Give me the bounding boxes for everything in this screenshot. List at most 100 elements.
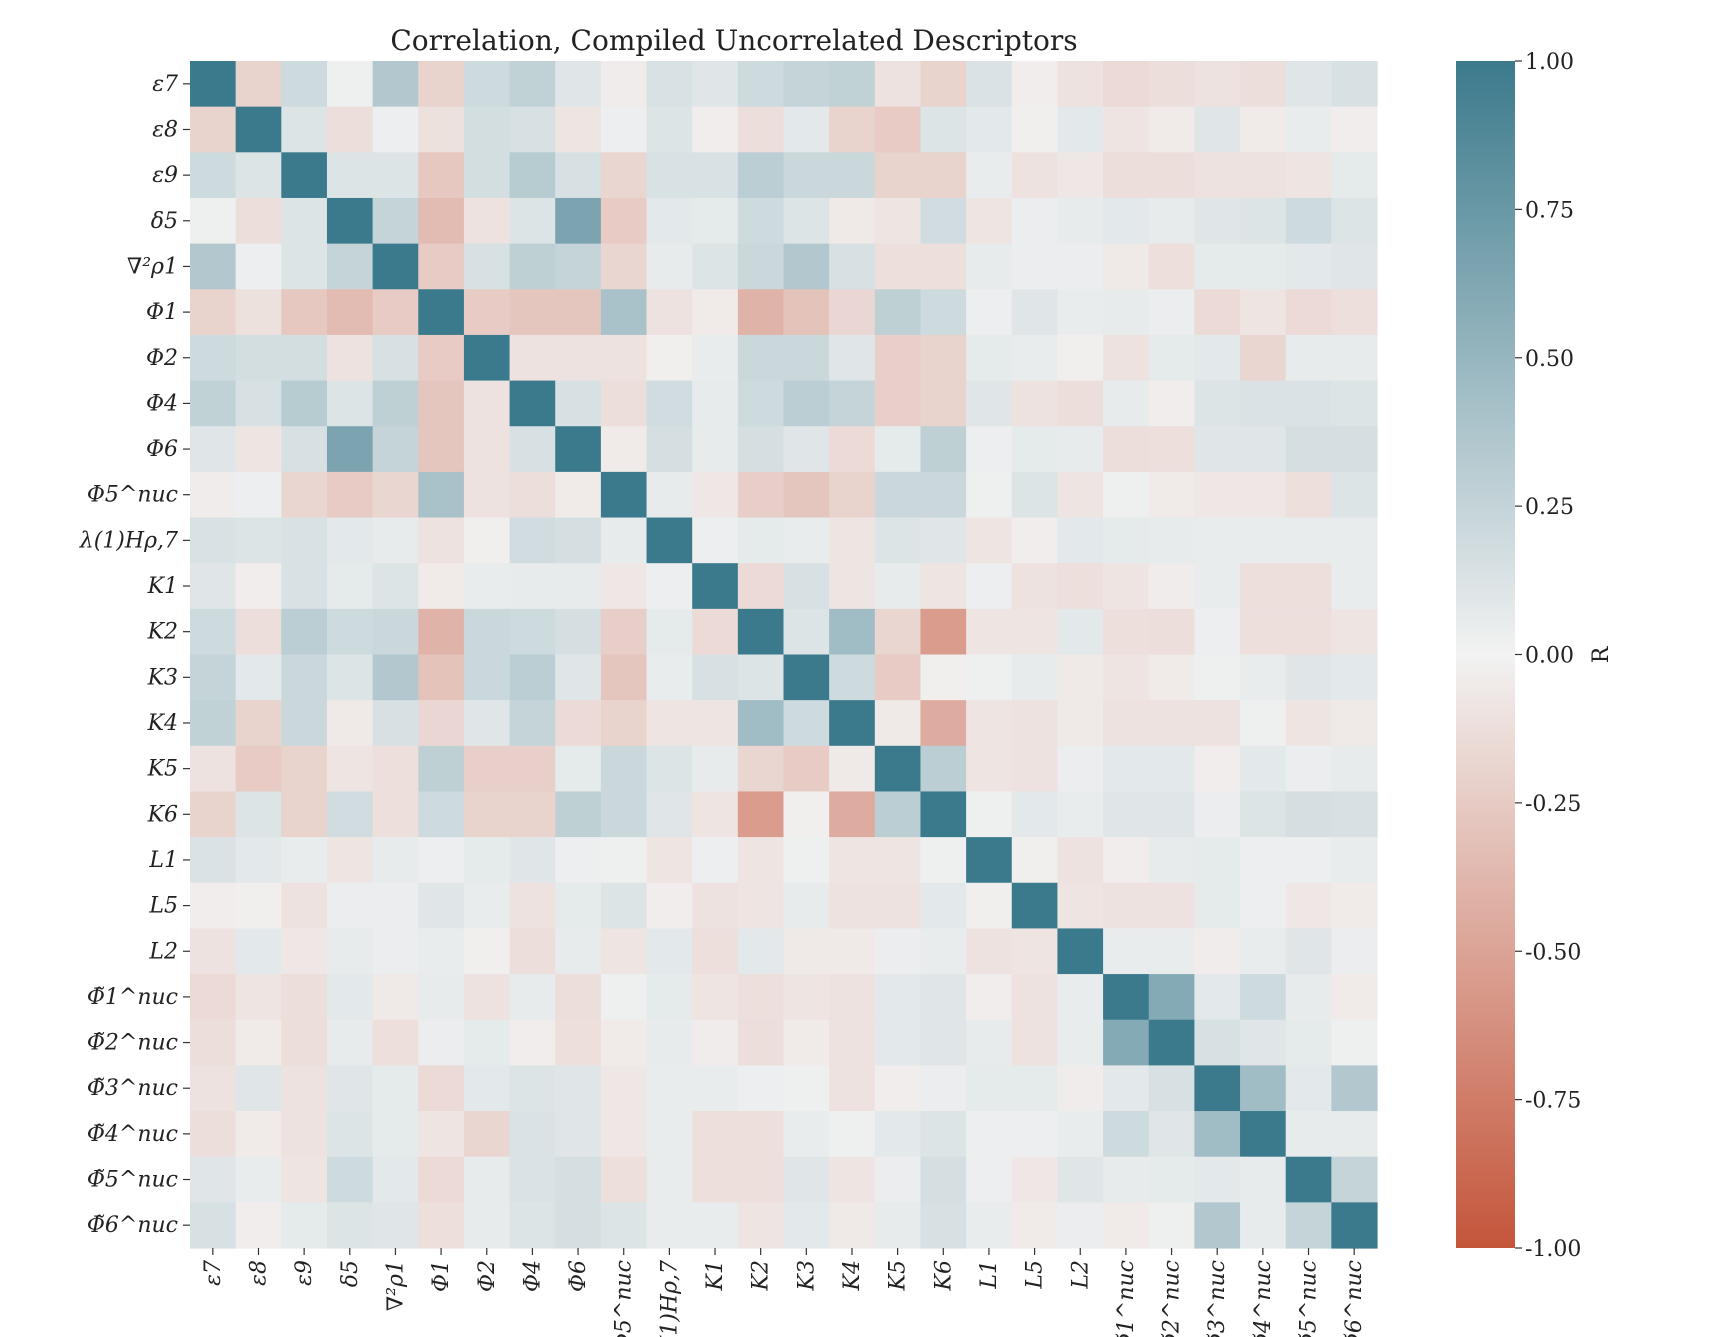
heatmap-cell: [1057, 1202, 1104, 1249]
heatmap-cell: [1011, 654, 1059, 701]
heatmap-cell: [1057, 974, 1104, 1021]
heatmap-cell: [418, 974, 465, 1021]
heatmap-cell: [1194, 654, 1241, 701]
heatmap-cell: [646, 426, 693, 473]
heatmap-cell: [418, 471, 465, 519]
heatmap-cell: [190, 289, 237, 336]
column-tick-label: ε8: [246, 1260, 271, 1286]
heatmap-cell: [1194, 197, 1241, 245]
heatmap-cell: [1331, 289, 1378, 336]
heatmap-cell: [829, 289, 876, 336]
heatmap-cell: [783, 61, 830, 108]
heatmap-cell: [920, 745, 967, 793]
heatmap-cell: [1285, 608, 1332, 656]
heatmap-cell: [600, 791, 648, 838]
heatmap-cell: [737, 654, 785, 701]
heatmap-cell: [418, 791, 465, 838]
heatmap-cell: [600, 1156, 648, 1203]
heatmap-cell: [1148, 745, 1195, 793]
heatmap-cell: [418, 426, 465, 473]
heatmap-cell: [235, 61, 282, 108]
heatmap-cell: [600, 197, 648, 245]
heatmap-cell: [463, 1111, 511, 1158]
heatmap-cell: [1285, 700, 1332, 747]
heatmap-cell: [281, 334, 328, 382]
heatmap-cell: [463, 608, 511, 656]
heatmap-cell: [783, 334, 830, 382]
heatmap-cell: [418, 243, 465, 290]
heatmap-cell: [509, 563, 556, 610]
heatmap-cell: [281, 106, 328, 153]
heatmap-cell: [372, 289, 419, 336]
heatmap-cell: [920, 700, 967, 747]
heatmap-cell: [920, 471, 967, 519]
heatmap-cell: [783, 1111, 830, 1158]
heatmap-cell: [190, 700, 237, 747]
heatmap-cell: [1057, 654, 1104, 701]
heatmap-cell: [1011, 1111, 1059, 1158]
heatmap-cell: [646, 700, 693, 747]
heatmap-cell: [874, 334, 922, 382]
heatmap-cell: [966, 197, 1013, 245]
heatmap-cell: [235, 1156, 282, 1203]
heatmap-cell: [966, 608, 1013, 656]
heatmap-cell: [1011, 700, 1059, 747]
heatmap-cell: [372, 974, 419, 1021]
heatmap-cell: [600, 654, 648, 701]
heatmap-cell: [1285, 380, 1332, 427]
row-tick-label: Φ1: [146, 300, 178, 325]
row-tick-label: Φ4: [146, 391, 178, 416]
heatmap-cell: [555, 791, 602, 838]
heatmap-cell: [692, 243, 739, 290]
heatmap-cell: [1285, 1202, 1332, 1249]
heatmap-cell: [326, 791, 374, 838]
heatmap-cell: [372, 471, 419, 519]
column-tick-label: Φ̃2^nuc: [1160, 1260, 1185, 1337]
heatmap-cell: [600, 380, 648, 427]
heatmap-cell: [281, 837, 328, 884]
row-tick-label: λ(1)Hρ,7: [79, 528, 178, 553]
row-tick-label: K1: [147, 574, 178, 599]
heatmap-cell: [737, 1019, 785, 1066]
heatmap-cell: [235, 152, 282, 199]
heatmap-cell: [463, 563, 511, 610]
heatmap-cell: [829, 745, 876, 793]
heatmap-cell: [737, 1156, 785, 1203]
heatmap-cell: [874, 700, 922, 747]
heatmap-cell: [1194, 517, 1241, 564]
heatmap-cell: [920, 791, 967, 838]
heatmap-cell: [600, 61, 648, 108]
heatmap-cell: [829, 471, 876, 519]
heatmap-cell: [372, 243, 419, 290]
heatmap-cell: [1285, 1156, 1332, 1203]
heatmap-cell: [1240, 608, 1287, 656]
heatmap-cell: [326, 426, 374, 473]
heatmap-cell: [326, 380, 374, 427]
heatmap-cell: [1285, 791, 1332, 838]
heatmap-cell: [190, 791, 237, 838]
heatmap-cell: [1011, 1156, 1059, 1203]
heatmap-cell: [874, 1156, 922, 1203]
heatmap-cell: [1285, 882, 1332, 930]
heatmap-cell: [235, 791, 282, 838]
heatmap-cell: [783, 608, 830, 656]
heatmap-cell: [372, 563, 419, 610]
heatmap-cell: [281, 471, 328, 519]
heatmap-cell: [1103, 700, 1150, 747]
heatmap-cell: [235, 745, 282, 793]
heatmap-cell: [190, 654, 237, 701]
heatmap-cell: [1285, 289, 1332, 336]
heatmap-cell: [829, 882, 876, 930]
heatmap-cell: [874, 745, 922, 793]
heatmap-cell: [190, 837, 237, 884]
heatmap-cell: [555, 608, 602, 656]
colorbar-tick-label: -0.50: [1525, 940, 1581, 965]
column-tick-label: ∇²ρ1: [383, 1260, 408, 1311]
heatmap-cell: [692, 608, 739, 656]
heatmap-cell: [190, 882, 237, 930]
heatmap-cell: [372, 152, 419, 199]
heatmap-cell: [1331, 974, 1378, 1021]
heatmap-cell: [1103, 1065, 1150, 1112]
heatmap-cell: [235, 289, 282, 336]
heatmap-cell: [235, 700, 282, 747]
